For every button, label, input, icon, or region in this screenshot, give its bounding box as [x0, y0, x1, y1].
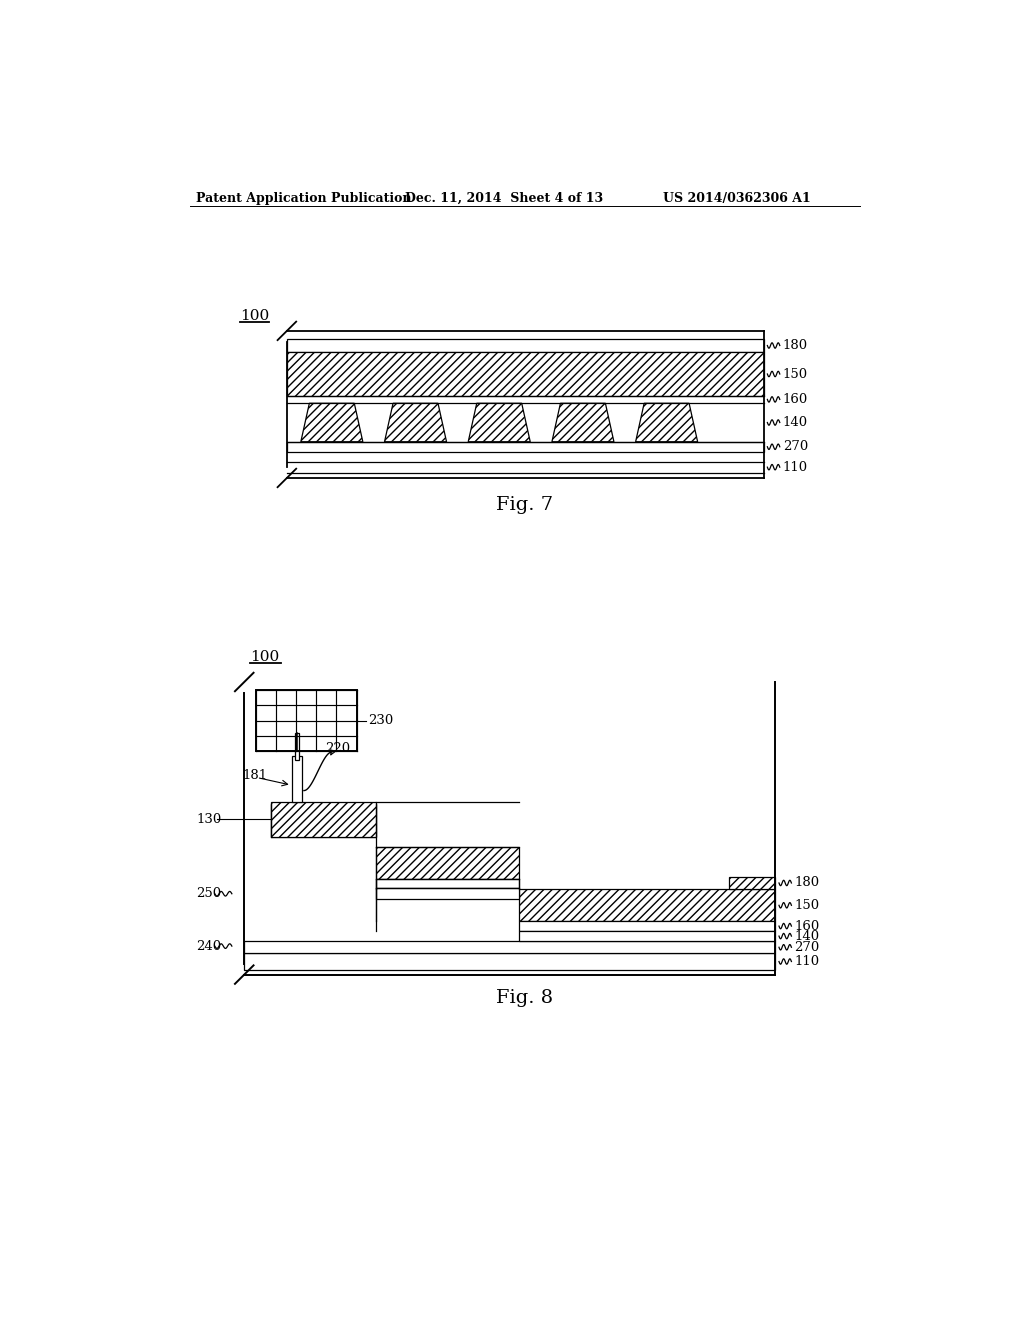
Text: 250: 250: [197, 887, 221, 900]
Bar: [245, 953, 775, 970]
Polygon shape: [385, 404, 446, 442]
Text: 240: 240: [197, 940, 221, 953]
Text: 160: 160: [783, 393, 808, 407]
Polygon shape: [636, 404, 697, 442]
Bar: [287, 339, 764, 352]
Polygon shape: [301, 404, 362, 442]
Bar: [376, 847, 519, 879]
Text: 110: 110: [795, 954, 819, 968]
Bar: [519, 921, 775, 931]
Text: Fig. 8: Fig. 8: [497, 989, 553, 1007]
Text: 220: 220: [326, 742, 351, 755]
Text: 230: 230: [369, 714, 393, 727]
Text: 110: 110: [783, 461, 808, 474]
Bar: [271, 804, 376, 837]
Text: 270: 270: [795, 941, 820, 954]
Text: 150: 150: [783, 367, 808, 380]
Bar: [287, 352, 764, 396]
Bar: [295, 733, 299, 760]
Text: 181: 181: [243, 768, 268, 781]
Text: Fig. 7: Fig. 7: [497, 496, 553, 513]
Text: Patent Application Publication: Patent Application Publication: [197, 191, 412, 205]
Bar: [376, 879, 519, 888]
Text: 160: 160: [795, 920, 820, 933]
Text: 180: 180: [783, 339, 808, 352]
Bar: [376, 888, 519, 899]
Bar: [287, 442, 764, 451]
Text: 180: 180: [795, 876, 819, 890]
Bar: [729, 876, 775, 890]
Text: 150: 150: [795, 899, 819, 912]
Bar: [519, 931, 775, 941]
Text: 140: 140: [795, 929, 819, 942]
Text: Dec. 11, 2014  Sheet 4 of 13: Dec. 11, 2014 Sheet 4 of 13: [406, 191, 603, 205]
Bar: [245, 941, 775, 953]
Text: 100: 100: [241, 309, 269, 323]
Text: US 2014/0362306 A1: US 2014/0362306 A1: [663, 191, 811, 205]
Text: 100: 100: [251, 651, 280, 664]
Polygon shape: [552, 404, 614, 442]
Polygon shape: [468, 404, 530, 442]
Bar: [256, 689, 356, 751]
Bar: [519, 890, 775, 921]
Text: 130: 130: [197, 813, 221, 826]
Bar: [271, 803, 376, 837]
Text: 270: 270: [783, 441, 808, 453]
Bar: [292, 756, 302, 803]
Text: 140: 140: [783, 416, 808, 429]
